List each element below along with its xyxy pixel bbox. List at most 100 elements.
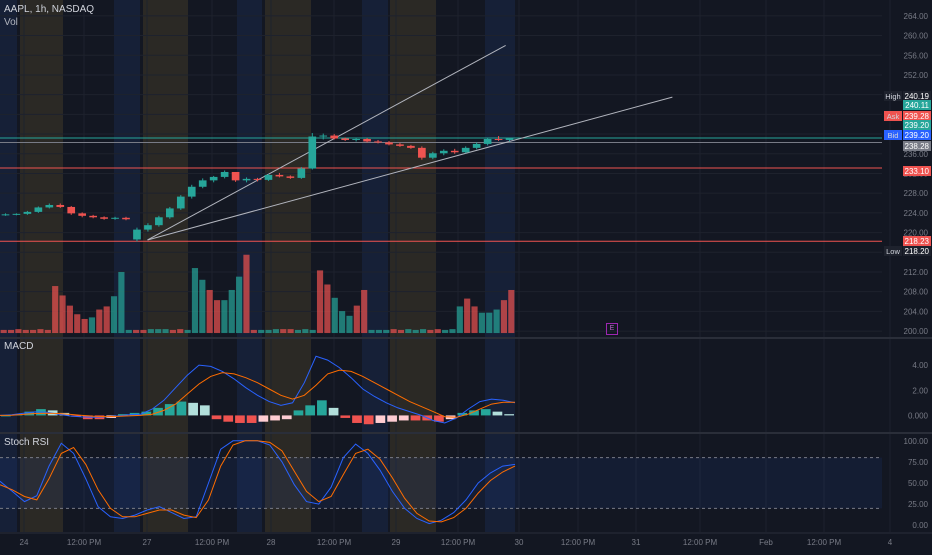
x-tick-label: 24 [20,538,29,547]
price-tick-label: 228.00 [904,189,929,198]
volume-bar [339,311,346,334]
macd-histogram-bar [398,415,409,421]
candle-body [319,135,328,137]
x-tick-label: 31 [632,538,641,547]
candle-body [505,138,514,140]
price-tick-label: 208.00 [904,288,929,297]
candle-body [111,217,119,219]
trendline [147,44,506,241]
volume-bar [508,289,515,334]
macd-histogram-bar [153,407,163,416]
macd-histogram-bar [375,415,386,423]
candle-body [45,204,54,208]
volume-bar [206,289,213,334]
volume-bar [442,329,449,334]
volume-bar [184,329,191,334]
candle-body [494,138,503,140]
price-tag-bg [884,111,902,121]
volume-bar [302,329,309,334]
volume-bar [162,329,169,334]
earnings-marker-icon[interactable]: E [606,323,618,335]
volume-bar [96,309,103,334]
candle-body [166,208,174,218]
macd-histogram-bar [492,411,503,416]
volume-bar [221,300,228,334]
volume-bar [294,329,302,334]
volume-bar [375,329,382,334]
price-label-bg [903,130,931,140]
x-tick-label: 29 [392,538,401,547]
macd-histogram-bar [434,415,444,422]
session-band [20,0,63,532]
volume-bar [191,268,199,334]
session-band [485,0,515,532]
volume-bar [280,329,287,334]
session-band [143,0,188,532]
volume-bar [493,309,500,334]
candle-body [198,180,207,187]
price-label-bg [903,246,931,256]
price-label-bg [903,236,931,246]
macd-histogram-bar [246,415,257,423]
x-tick-label: 27 [143,538,152,547]
stoch-rsi-label: Stoch RSI [4,437,50,448]
candle-body [297,168,306,178]
macd-histogram-bar [387,415,397,422]
volume-bar [265,329,272,334]
volume-bar [390,329,397,334]
volume-bar [397,329,405,334]
candle-body [472,143,481,148]
macd-histogram-bar [305,405,316,416]
price-tick-label: 236.00 [904,150,929,159]
candle-body [308,136,317,169]
volume-bar [500,300,508,334]
candle-body [439,150,448,154]
volume-bar [368,329,375,334]
volume-bar [243,254,250,334]
volume-bar [412,329,419,334]
volume-bar [44,329,51,334]
candle-body [155,217,163,226]
session-band [390,0,436,532]
macd-histogram-bar [293,410,304,416]
volume-bar [478,312,485,334]
candle-body [286,176,295,178]
candle-body [23,211,32,214]
candle-body [100,217,108,219]
stoch-tick-label: 0.00 [912,521,928,530]
volume-bar [147,329,154,334]
volume-bar [213,300,221,334]
macd-histogram-bar [457,412,468,416]
price-label-bg [903,141,931,151]
volume-bar [346,315,353,334]
candle-body [144,225,152,230]
macd-histogram-bar [469,410,479,416]
stoch-tick-label: 50.00 [908,479,929,488]
symbol-title: AAPL, 1h, NASDAQ [4,4,95,15]
macd-histogram-bar [317,400,327,416]
candle-body [231,171,240,181]
price-label-value: 238.28 [905,142,930,151]
price-label-bg [903,120,931,130]
volume-bar [258,329,265,334]
x-tick-label: 30 [515,538,524,547]
price-tick-label: 200.00 [904,327,929,336]
macd-line [0,355,516,424]
volume-bar [15,329,22,334]
volume-bar [30,329,37,334]
price-label-bg [903,111,931,121]
candle-body [133,229,141,240]
x-tick-label: 12:00 PM [807,538,842,547]
candle-body [122,217,130,220]
macd-histogram-bar [199,405,210,416]
macd-histogram-bar [188,402,198,416]
candle-body [209,176,218,181]
candle-body [483,138,492,144]
candle-body [89,215,97,218]
price-tag-bg [884,246,902,256]
x-tick-label: 12:00 PM [67,538,102,547]
x-tick-label: 12:00 PM [317,538,352,547]
candle-body [385,142,393,145]
